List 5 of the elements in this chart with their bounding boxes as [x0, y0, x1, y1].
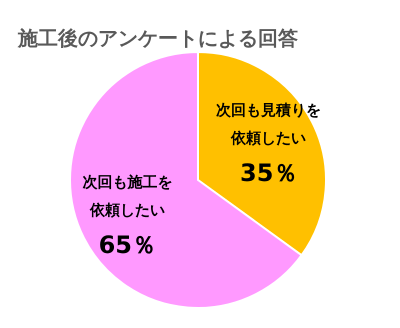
slice-label: 次回も見積りを依頼したい — [216, 100, 322, 147]
data-label: 65％ — [98, 231, 156, 260]
data-label: 35％ — [240, 158, 298, 187]
chart-title: 施工後のアンケートによる回答 — [17, 26, 298, 50]
slice-label: 次回も施工を依頼したい — [82, 173, 172, 220]
